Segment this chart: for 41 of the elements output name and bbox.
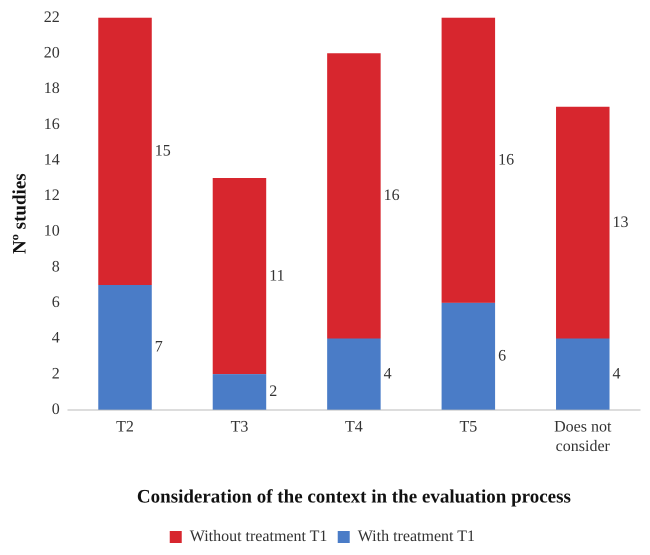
data-label: 2: [269, 383, 278, 400]
bar: [98, 18, 152, 286]
y-tick-label: 8: [52, 258, 60, 276]
data-label: 16: [498, 151, 514, 168]
y-axis-title: Nº studies: [9, 173, 30, 254]
bar: [442, 18, 496, 303]
bar: [98, 285, 152, 410]
y-tick-label: 10: [44, 222, 60, 240]
data-label: 16: [384, 187, 400, 204]
y-tick-label: 18: [44, 80, 60, 98]
y-tick-label: 14: [44, 151, 60, 168]
bar: [442, 302, 496, 410]
bar: [327, 338, 381, 410]
data-label: 4: [612, 365, 621, 382]
bar: [556, 106, 610, 338]
data-label: 6: [498, 348, 506, 365]
y-tick-label: 6: [52, 294, 60, 312]
data-label: 4: [384, 365, 392, 382]
legend-label: Without treatment T1: [190, 528, 328, 546]
data-label: 7: [154, 338, 163, 356]
y-tick-label: 20: [44, 44, 60, 62]
x-tick-label: T3: [230, 418, 248, 436]
y-tick-label: 12: [44, 187, 60, 204]
legend-label: With treatment T1: [358, 528, 475, 546]
y-tick-label: 0: [52, 401, 60, 418]
bar: [327, 53, 381, 338]
data-label: 13: [612, 214, 629, 231]
y-tick-label: 4: [52, 330, 60, 347]
y-tick-label: 2: [52, 365, 60, 382]
y-tick-label: 22: [44, 8, 60, 26]
data-label: 15: [154, 142, 171, 160]
x-axis-title: Consideration of the context in the evaluation process: [136, 486, 571, 508]
data-label: 11: [269, 267, 285, 284]
bar: [556, 338, 610, 410]
x-tick-label: T5: [459, 418, 478, 436]
bar: [212, 178, 266, 374]
x-tick-label: T4: [345, 418, 363, 436]
x-tick-label: Does not consider: [554, 418, 612, 455]
y-tick-label: 16: [44, 116, 60, 133]
bar: [212, 374, 266, 410]
x-tick-label: T2: [116, 418, 134, 436]
